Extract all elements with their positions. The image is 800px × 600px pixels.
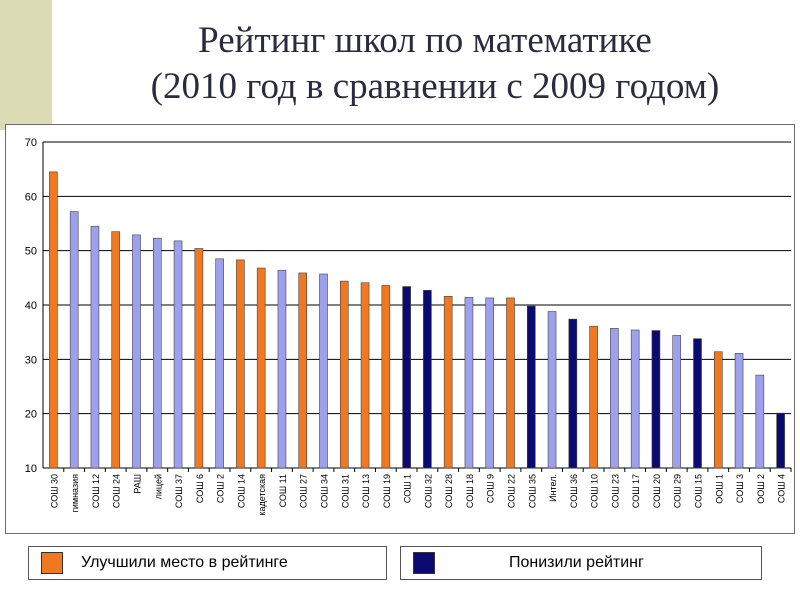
bar bbox=[49, 171, 58, 469]
bar bbox=[132, 234, 141, 469]
bar bbox=[443, 296, 453, 469]
x-tick-label: СОШ 2 bbox=[216, 474, 226, 503]
x-tick-label: СОШ 36 bbox=[569, 474, 579, 508]
x-tick-label: СОШ 29 bbox=[673, 474, 683, 508]
x-tick-label: СОШ 23 bbox=[610, 474, 620, 508]
bar bbox=[672, 335, 682, 469]
bar bbox=[464, 297, 474, 469]
bar bbox=[423, 290, 432, 469]
x-tick-label: ООШ 2 bbox=[756, 474, 766, 504]
x-tick-label: СОШ 19 bbox=[382, 474, 392, 508]
y-tick-label: 20 bbox=[25, 409, 37, 421]
bar bbox=[111, 231, 121, 469]
bar bbox=[277, 269, 287, 469]
bar-chart: 10 20 30 40 50 60 70 СОШ 30 гимназия СОШ 12 СОШ 24… bbox=[25, 137, 792, 516]
bar bbox=[755, 374, 765, 469]
bar bbox=[69, 211, 79, 469]
slide-title: Рейтинг школ по математике (2010 год в с… bbox=[60, 18, 790, 110]
x-tick-label: СОШ 12 bbox=[91, 474, 101, 508]
bar bbox=[651, 330, 661, 469]
legend-label-declined: Понизили рейтинг bbox=[509, 554, 644, 571]
bar bbox=[776, 412, 785, 469]
y-tick-label: 10 bbox=[25, 463, 37, 475]
x-tick-label: СОШ 28 bbox=[444, 474, 454, 508]
x-tick-label: СОШ 3 bbox=[735, 474, 745, 503]
x-tick-label: СОШ 14 bbox=[236, 474, 246, 508]
bar bbox=[589, 325, 598, 469]
x-tick-label: СОШ 35 bbox=[527, 474, 537, 508]
bar bbox=[339, 280, 349, 469]
legend-swatch-improved bbox=[41, 552, 63, 574]
bar bbox=[610, 328, 619, 469]
x-tick-label: СОШ 34 bbox=[320, 474, 330, 508]
bar bbox=[402, 286, 411, 469]
x-tick-label: СОШ 20 bbox=[652, 474, 662, 508]
bar bbox=[568, 318, 578, 469]
bar bbox=[630, 329, 640, 469]
x-tick-label: СОШ 18 bbox=[465, 474, 475, 508]
bar bbox=[298, 272, 308, 469]
bar bbox=[693, 338, 702, 469]
x-tick-label: ООШ 1 bbox=[714, 474, 724, 504]
x-tick-label: Интел. bbox=[548, 474, 558, 502]
x-tick-label: СОШ 1 bbox=[403, 474, 413, 503]
bar bbox=[215, 258, 224, 469]
legend-item-improved: Улучшили место в рейтинге bbox=[28, 546, 387, 580]
bar bbox=[236, 259, 245, 469]
x-tick-label: СОШ 6 bbox=[195, 474, 205, 503]
chart-frame: 10 20 30 40 50 60 70 СОШ 30 гимназия СОШ 12 СОШ 24… bbox=[5, 124, 795, 534]
legend-item-declined: Понизили рейтинг bbox=[400, 546, 762, 580]
x-tick-label: СОШ 15 bbox=[694, 474, 704, 508]
title-line-2: (2010 год в сравнении с 2009 годом) bbox=[150, 66, 720, 107]
bar bbox=[734, 353, 744, 469]
x-tick-label: СОШ 24 bbox=[112, 474, 122, 508]
bar bbox=[173, 240, 183, 469]
bar bbox=[381, 285, 391, 469]
legend-swatch-declined bbox=[413, 552, 435, 574]
bar bbox=[713, 351, 723, 469]
x-tick-label: кадетская bbox=[257, 474, 267, 516]
legend-label-improved: Улучшили место в рейтинге bbox=[81, 554, 288, 571]
y-tick-label: 70 bbox=[25, 137, 37, 149]
bar bbox=[152, 237, 162, 469]
x-tick-label: СОШ 37 bbox=[174, 474, 184, 508]
x-tick-label: СОШ 11 bbox=[278, 474, 288, 507]
bar bbox=[526, 305, 536, 469]
bar bbox=[485, 297, 495, 469]
y-tick-label: 30 bbox=[25, 354, 37, 366]
x-tick-label: РАШ bbox=[133, 474, 143, 494]
x-tick-label: СОШ 13 bbox=[361, 474, 371, 508]
x-tick-label: СОШ 22 bbox=[507, 474, 517, 508]
bar bbox=[360, 282, 370, 469]
x-tick-label: СОШ 32 bbox=[423, 474, 433, 508]
x-tick-label: СОШ 31 bbox=[340, 474, 350, 508]
x-tick-label: СОШ 10 bbox=[590, 474, 600, 508]
bar bbox=[319, 273, 328, 469]
x-tick-label: гимназия bbox=[70, 474, 80, 513]
x-tick-label: СОШ 30 bbox=[49, 474, 59, 508]
x-tick-label: лицей bbox=[153, 474, 163, 499]
bar bbox=[506, 297, 515, 469]
x-tick-label: СОШ 9 bbox=[486, 474, 496, 503]
title-line-1: Рейтинг школ по математике bbox=[198, 20, 652, 61]
x-tick-label: СОШ 4 bbox=[777, 474, 787, 503]
decorative-side-band bbox=[0, 0, 52, 130]
bar bbox=[256, 267, 266, 469]
bar bbox=[90, 225, 100, 469]
x-tick-label: СОШ 17 bbox=[631, 474, 641, 508]
bar bbox=[547, 311, 557, 469]
bar bbox=[194, 248, 204, 469]
x-tick-label: СОШ 27 bbox=[299, 474, 309, 508]
y-tick-label: 40 bbox=[25, 300, 37, 312]
y-tick-label: 60 bbox=[25, 191, 37, 203]
y-tick-label: 50 bbox=[25, 246, 37, 258]
